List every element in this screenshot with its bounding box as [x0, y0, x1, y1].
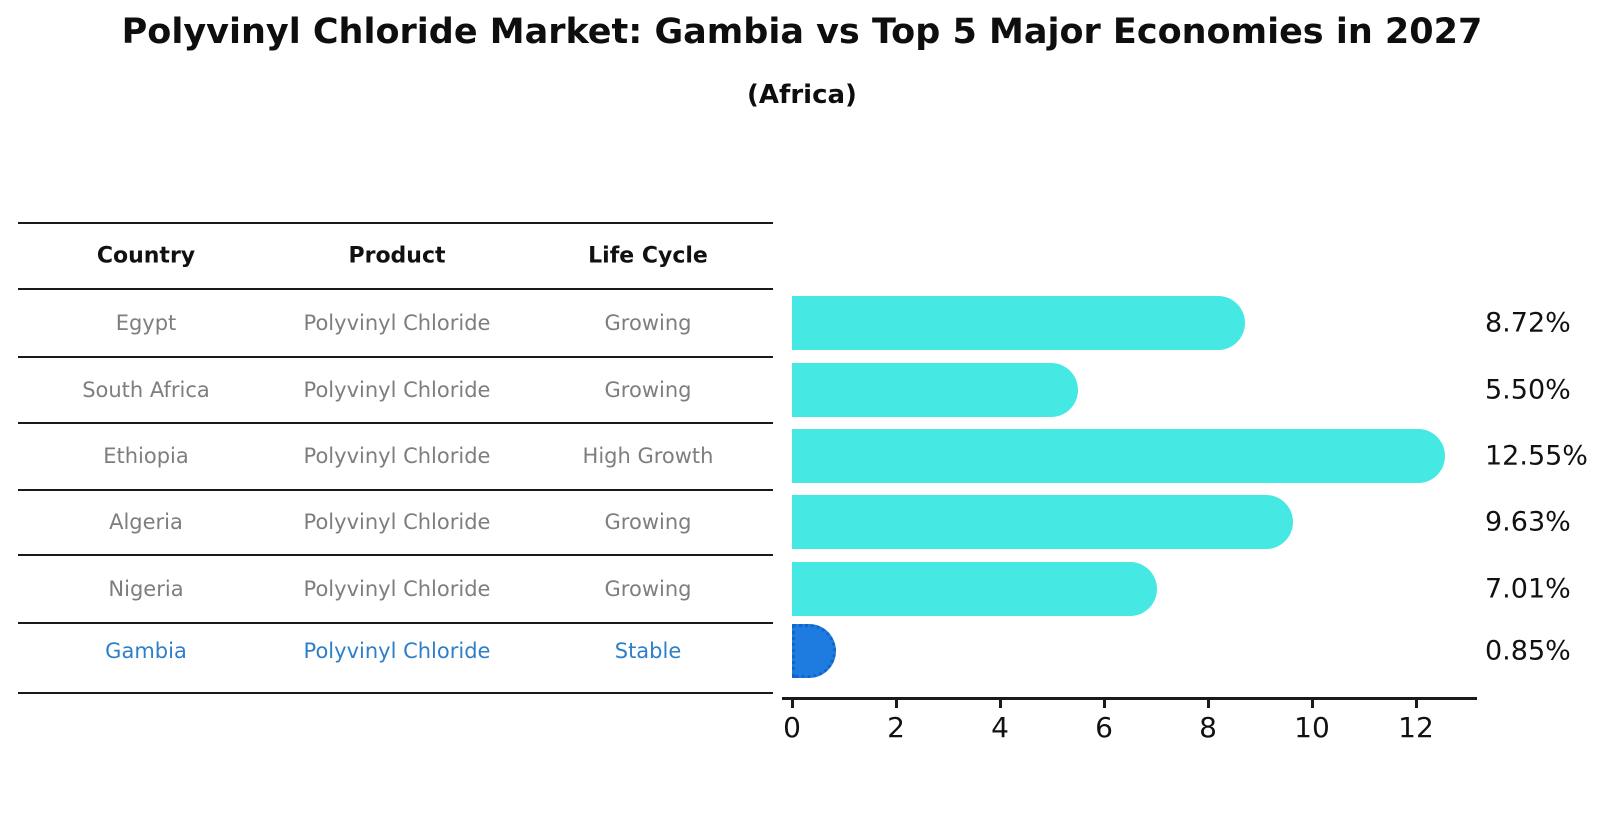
chart-title: Polyvinyl Chloride Market: Gambia vs Top…: [121, 12, 1483, 52]
table-separator-line: [18, 554, 773, 556]
value-label: 12.55%: [1485, 440, 1588, 472]
table-cell: Polyvinyl Chloride: [303, 510, 491, 534]
table-cell: High Growth: [582, 444, 714, 468]
table-cell: Stable: [614, 639, 682, 663]
x-axis-tick: [1311, 697, 1314, 708]
x-axis-tick: [999, 697, 1002, 708]
table-cell: Polyvinyl Chloride: [303, 639, 491, 663]
table-cell: Nigeria: [108, 577, 184, 601]
table-cell: Growing: [604, 378, 692, 402]
value-label: 9.63%: [1485, 506, 1571, 538]
table-cell: Polyvinyl Chloride: [303, 444, 491, 468]
table-cell: Growing: [604, 311, 692, 335]
table-cell: South Africa: [82, 378, 210, 402]
x-axis-tick: [895, 697, 898, 708]
column-header: Country: [96, 243, 196, 269]
table-cell: Growing: [604, 577, 692, 601]
column-header: Life Cycle: [588, 243, 708, 269]
x-axis-tick-label: 6: [1095, 711, 1113, 744]
chart-subtitle: (Africa): [747, 80, 857, 110]
gambia-highlight-bar: [792, 624, 837, 678]
bar: [792, 495, 1293, 549]
table-cell: Ethiopia: [103, 444, 189, 468]
table-cell: Algeria: [109, 510, 183, 534]
table-separator-line: [18, 489, 773, 491]
bar: [792, 363, 1078, 417]
x-axis-line: [782, 697, 1477, 700]
table-cell: Polyvinyl Chloride: [303, 378, 491, 402]
table-separator-line: [18, 422, 773, 424]
x-axis-tick-label: 8: [1199, 711, 1217, 744]
value-label: 0.85%: [1485, 635, 1571, 667]
table-separator-line: [18, 692, 773, 694]
x-axis-tick-label: 4: [991, 711, 1009, 744]
bar: [792, 296, 1246, 350]
value-label: 8.72%: [1485, 307, 1571, 339]
x-axis-tick: [1103, 697, 1106, 708]
table-cell: Polyvinyl Chloride: [303, 311, 491, 335]
x-axis-tick: [1207, 697, 1210, 708]
x-axis-tick-label: 2: [887, 711, 905, 744]
value-label: 5.50%: [1485, 374, 1571, 406]
table-separator-line: [18, 288, 773, 290]
table-cell: Egypt: [115, 311, 177, 335]
x-axis-tick: [791, 697, 794, 708]
bar: [792, 562, 1157, 616]
table-separator-line: [18, 222, 773, 224]
table-separator-line: [18, 622, 773, 624]
table-separator-line: [18, 356, 773, 358]
x-axis-tick-label: 10: [1294, 711, 1330, 744]
x-axis-tick-label: 0: [783, 711, 801, 744]
table-cell: Gambia: [105, 639, 187, 663]
table-cell: Polyvinyl Chloride: [303, 577, 491, 601]
column-header: Product: [348, 243, 446, 269]
x-axis-tick: [1415, 697, 1418, 708]
value-label: 7.01%: [1485, 573, 1571, 605]
table-cell: Growing: [604, 510, 692, 534]
bar: [792, 429, 1445, 483]
x-axis-tick-label: 12: [1398, 711, 1434, 744]
